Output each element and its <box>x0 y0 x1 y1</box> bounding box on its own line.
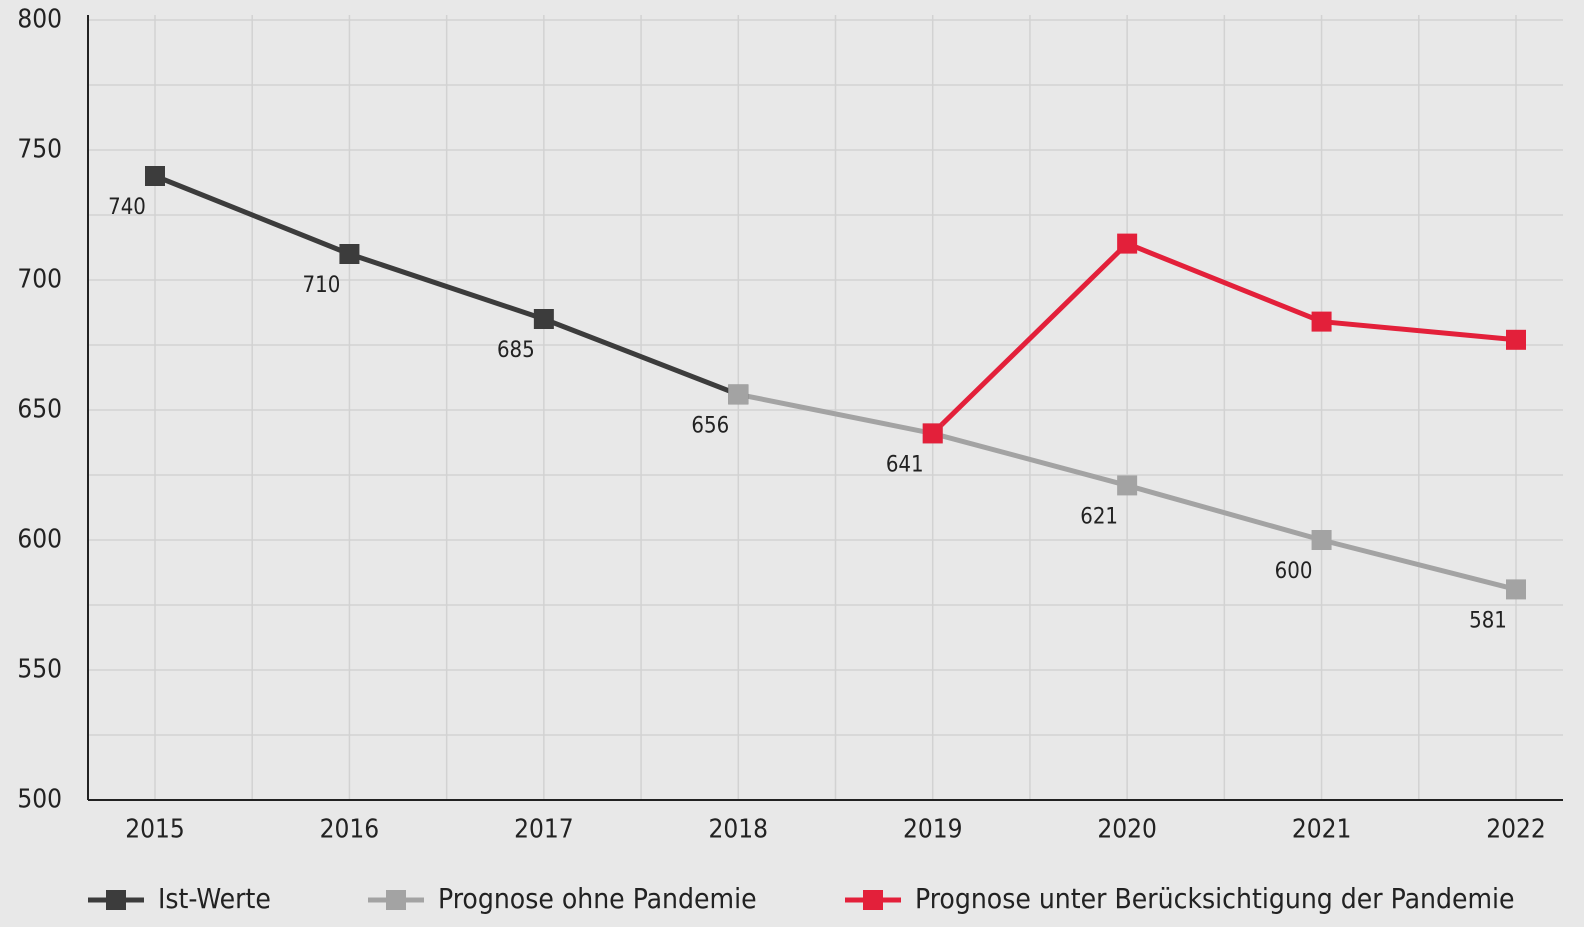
data-label: 740 <box>108 195 146 220</box>
y-tick-label: 800 <box>17 5 62 35</box>
legend-marker <box>386 890 406 910</box>
data-label: 685 <box>497 338 535 363</box>
legend-label: Ist-Werte <box>158 882 271 915</box>
point-marker <box>145 166 165 186</box>
x-tick-label: 2021 <box>1292 815 1352 845</box>
x-tick-label: 2020 <box>1097 815 1157 845</box>
y-tick-label: 750 <box>17 135 62 165</box>
x-tick-label: 2017 <box>514 815 574 845</box>
series-line <box>154 173 740 397</box>
x-tick-label: 2018 <box>709 815 769 845</box>
y-tick-label: 500 <box>17 785 62 815</box>
x-tick-label: 2019 <box>903 815 963 845</box>
point-marker <box>1506 329 1526 350</box>
legend-marker <box>863 890 883 910</box>
y-tick-label: 600 <box>17 525 62 555</box>
data-label: 710 <box>303 273 341 298</box>
y-tick-label: 650 <box>17 395 62 425</box>
y-tick-label: 700 <box>17 265 62 295</box>
point-marker <box>1311 311 1332 332</box>
point-marker <box>1117 233 1138 254</box>
point-marker <box>728 384 749 405</box>
point-marker <box>1117 475 1138 496</box>
x-tick-label: 2016 <box>320 815 380 845</box>
y-tick-label: 550 <box>17 655 62 685</box>
point-marker <box>922 423 943 444</box>
data-label: 641 <box>886 452 924 477</box>
legend-label: Prognose ohne Pandemie <box>438 882 757 915</box>
data-label: 656 <box>691 413 729 438</box>
point-marker <box>533 309 554 329</box>
legend-label: Prognose unter Berücksichtigung der Pand… <box>915 882 1515 915</box>
point-marker <box>1311 530 1332 550</box>
data-label: 621 <box>1080 504 1118 529</box>
point-marker <box>339 244 360 264</box>
point-marker <box>1506 579 1526 600</box>
data-label: 600 <box>1275 559 1313 584</box>
data-label: 581 <box>1469 608 1507 633</box>
series-line <box>930 240 1517 436</box>
x-tick-label: 2015 <box>125 815 185 845</box>
x-tick-label: 2022 <box>1486 815 1546 845</box>
legend-marker <box>106 890 126 910</box>
